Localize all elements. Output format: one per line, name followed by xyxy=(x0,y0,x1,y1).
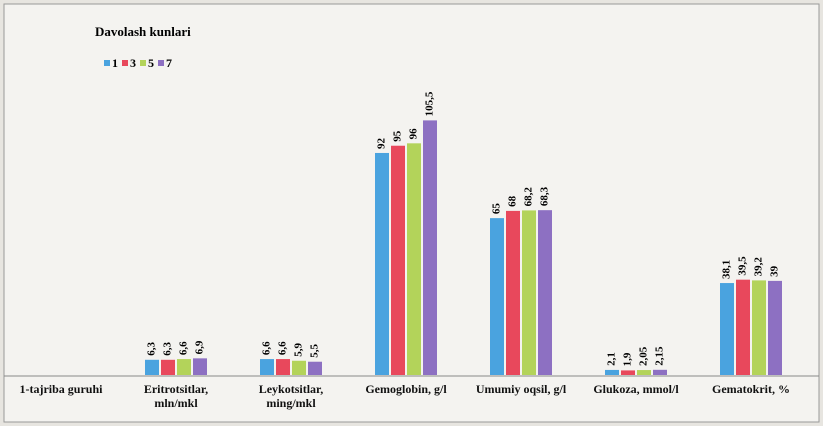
x-tick-label: Leykotsitlar, ming/mkl xyxy=(258,382,324,410)
bar xyxy=(193,358,207,375)
bar xyxy=(177,359,191,375)
data-label: 5,9 xyxy=(293,343,305,357)
bar xyxy=(752,280,766,375)
bar xyxy=(490,218,504,375)
bar xyxy=(423,120,437,375)
data-label: 6,6 xyxy=(178,341,190,355)
data-label: 96 xyxy=(408,128,420,140)
legend-swatch xyxy=(140,60,146,66)
legend-swatch xyxy=(122,60,128,66)
bar xyxy=(637,370,651,375)
data-label: 2,1 xyxy=(606,352,618,366)
data-label: 65 xyxy=(491,203,503,215)
data-label: 39,2 xyxy=(753,257,765,277)
bar xyxy=(260,359,274,375)
bar xyxy=(506,210,520,375)
bar xyxy=(391,145,405,375)
data-label: 2,15 xyxy=(654,346,666,366)
x-tick-label: Gemoglobin, g/l xyxy=(365,382,447,396)
bar xyxy=(736,279,750,375)
bar xyxy=(375,152,389,375)
x-tick-label: Glukoza, mmol/l xyxy=(593,382,679,396)
bar xyxy=(292,360,306,375)
data-label: 68,3 xyxy=(539,186,551,206)
data-label: 38,1 xyxy=(721,260,733,279)
data-label: 68 xyxy=(507,195,519,207)
bar xyxy=(161,359,175,375)
data-label: 95 xyxy=(392,130,404,142)
data-label: 68,2 xyxy=(523,187,535,207)
bar xyxy=(145,359,159,375)
data-label: 6,9 xyxy=(194,340,206,354)
data-label: 5,5 xyxy=(309,343,321,357)
legend-title: Davolash kunlari xyxy=(95,24,191,39)
legend-label: 7 xyxy=(166,56,172,70)
data-label: 6,6 xyxy=(277,341,289,355)
x-tick-label: Umumiy oqsil, g/l xyxy=(475,382,567,396)
bar xyxy=(768,280,782,375)
data-label: 1,9 xyxy=(622,352,634,366)
data-label: 6,3 xyxy=(146,342,158,356)
legend-label: 5 xyxy=(148,56,154,70)
data-label: 39 xyxy=(769,265,781,277)
bar xyxy=(407,143,421,375)
legend-label: 3 xyxy=(130,56,136,70)
legend-swatch xyxy=(104,60,110,66)
legend-swatch xyxy=(158,60,164,66)
data-label: 39,5 xyxy=(737,256,749,276)
bar xyxy=(308,361,322,375)
bar xyxy=(538,210,552,375)
legend-label: 1 xyxy=(112,56,118,70)
data-label: 92 xyxy=(376,137,388,149)
bar xyxy=(605,369,619,375)
data-label: 6,6 xyxy=(261,341,273,355)
data-label: 6,3 xyxy=(162,342,174,356)
bar xyxy=(522,210,536,375)
bar xyxy=(653,369,667,375)
bar xyxy=(276,359,290,375)
bar xyxy=(621,370,635,375)
x-tick-label: Gematokrit, % xyxy=(712,382,790,396)
data-label: 105,5 xyxy=(424,91,436,116)
x-tick-label: 1-tajriba guruhi xyxy=(19,382,103,396)
x-tick-label: Eritrotsitlar, mln/mkl xyxy=(143,382,209,410)
data-label: 2,05 xyxy=(638,346,650,366)
bar xyxy=(720,283,734,375)
